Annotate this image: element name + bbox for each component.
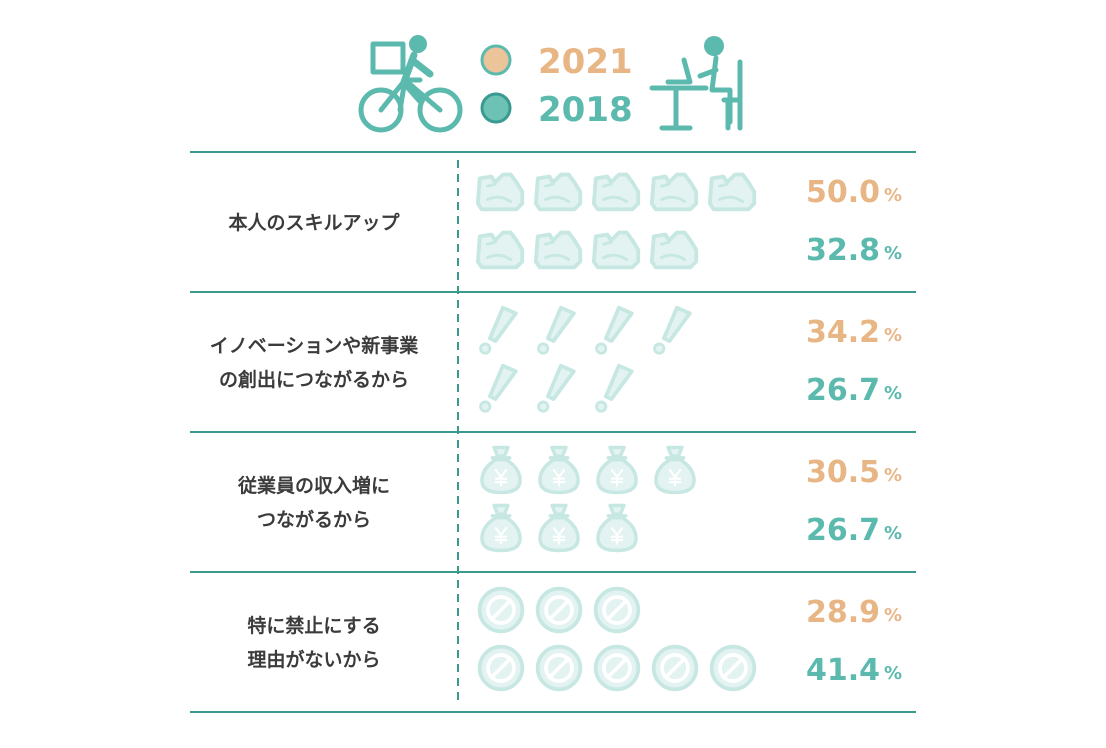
desk-worker-icon xyxy=(649,36,743,131)
category-label: 理由がないから xyxy=(247,648,380,671)
pictogram-icon-ghost xyxy=(538,446,580,494)
pictogram-icon-ghost xyxy=(538,504,580,552)
pictogram-icon-ghost xyxy=(535,232,581,268)
value-unit: % xyxy=(884,605,902,626)
value-unit: % xyxy=(884,383,902,404)
pictogram-icon-ghost xyxy=(480,504,522,552)
value-label: 28.9 xyxy=(806,595,880,630)
category-label: つながるから xyxy=(257,508,371,531)
pictogram-icon-ghost xyxy=(596,365,632,412)
pictogram-icon-ghost xyxy=(596,504,638,552)
category-label: 特に禁止にする xyxy=(247,614,380,637)
value-label: 32.8 xyxy=(806,233,880,268)
value-label: 41.4 xyxy=(806,653,880,688)
value-label: 26.7 xyxy=(806,513,880,548)
legend-label-2021: 2021 xyxy=(538,42,633,82)
category-label: の創出につながるから xyxy=(219,368,409,391)
value-unit: % xyxy=(884,663,902,684)
pictogram-icon-ghost xyxy=(709,644,757,692)
pictogram-icon-ghost xyxy=(651,232,697,268)
legend-item-2021: 2021 xyxy=(480,42,633,82)
category-label: イノベーションや新事業 xyxy=(210,334,420,357)
value-label: 30.5 xyxy=(806,455,880,490)
pictogram-icon-ghost xyxy=(593,174,639,210)
category-label: 従業員の収入増に xyxy=(237,474,390,497)
pictogram-icon-ghost xyxy=(596,307,632,354)
value-unit: % xyxy=(884,243,902,264)
value-unit: % xyxy=(884,185,902,206)
pictogram-icon-ghost xyxy=(477,586,525,634)
pictogram-icon-ghost xyxy=(709,174,755,210)
legend-item-2018: 2018 xyxy=(480,90,633,130)
pictogram-icon-ghost xyxy=(535,174,581,210)
table-rules xyxy=(190,151,916,713)
pictogram-icon-ghost xyxy=(538,365,574,412)
pictogram-icon-ghost xyxy=(654,446,696,494)
pictogram-icon-ghost xyxy=(593,232,639,268)
pictogram-icon-ghost xyxy=(477,174,523,210)
pictogram-icon-ghost xyxy=(654,307,690,354)
pictogram-icon-ghost xyxy=(651,174,697,210)
pictogram-icon-ghost xyxy=(480,307,516,354)
pictogram-icon-ghost xyxy=(538,307,574,354)
value-label: 34.2 xyxy=(806,315,880,350)
legend-label-2018: 2018 xyxy=(538,90,633,130)
pictogram-icon-ghost xyxy=(480,446,522,494)
value-unit: % xyxy=(884,325,902,346)
cyclist-icon xyxy=(358,35,463,133)
pictogram-icon-ghost xyxy=(596,446,638,494)
value-unit: % xyxy=(884,465,902,486)
pictogram-icon-ghost xyxy=(651,644,699,692)
pictogram-icon-ghost xyxy=(535,586,583,634)
value-label: 50.0 xyxy=(806,175,880,210)
value-label: 26.7 xyxy=(806,373,880,408)
pictogram-icon-ghost xyxy=(535,644,583,692)
pictogram-icon-ghost xyxy=(477,232,523,268)
pictogram-icon-ghost xyxy=(477,644,525,692)
pictogram-icon-ghost xyxy=(593,644,641,692)
category-label: 本人のスキルアップ xyxy=(228,211,400,234)
pictogram-icon-ghost xyxy=(593,586,641,634)
legend: 2021 2018 xyxy=(358,35,743,133)
pictogram-icon-ghost xyxy=(480,365,516,412)
value-unit: % xyxy=(884,523,902,544)
